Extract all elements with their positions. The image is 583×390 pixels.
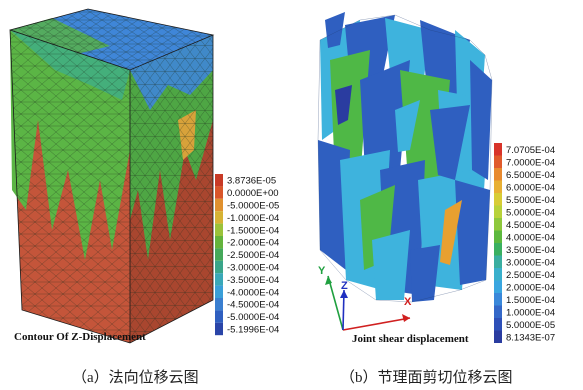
- legend-b-label: 4.0000E-04: [506, 232, 555, 243]
- legend-b-swatch: [494, 255, 502, 268]
- block-model-a: [9, 8, 215, 344]
- legend-a-swatch: [215, 322, 223, 336]
- legend-a-label: -4.0000E-04: [227, 287, 279, 298]
- legend-b-label: 2.0000E-04: [506, 282, 555, 293]
- legend-b-label: 3.0000E-04: [506, 257, 555, 268]
- legend-a-swatch: [215, 248, 223, 261]
- legend-b-label: 6.5000E-04: [506, 170, 555, 181]
- legend-a-swatch: [215, 198, 223, 212]
- legend-b-swatch: [494, 318, 502, 331]
- legend-a-label: -2.0000E-04: [227, 238, 279, 249]
- legend-a-swatch: [215, 211, 223, 224]
- legend-a-swatch: [215, 186, 223, 199]
- legend-b-swatch: [494, 193, 502, 206]
- caption-a: （a）法向位移云图: [72, 370, 199, 386]
- legend-b-label: 3.5000E-04: [506, 245, 555, 256]
- legend-b-swatch: [494, 330, 502, 343]
- legend-a-swatch: [215, 273, 223, 286]
- legend-a-swatch: [215, 223, 223, 236]
- axis-label-x: X: [404, 296, 412, 308]
- legend-z-displacement: 3.8736E-050.0000E+00 -5.0000E-05-1.0000E-…: [215, 174, 279, 336]
- legend-b-swatch: [494, 243, 502, 256]
- legend-b-swatch: [494, 218, 502, 231]
- legend-b-swatch: [494, 280, 502, 293]
- axes-triad: X Y Z: [318, 265, 412, 331]
- caption-b: （b）节理面剪切位移云图: [340, 370, 513, 386]
- legend-a-label: -4.5000E-04: [227, 300, 279, 311]
- legend-b-swatch: [494, 293, 502, 306]
- legend-b-swatch: [494, 230, 502, 243]
- legend-b-label: 5.0000E-04: [506, 207, 555, 218]
- legend-b-label: 5.5000E-04: [506, 195, 555, 206]
- legend-a-label: -1.0000E-04: [227, 213, 279, 224]
- legend-a-label: -3.5000E-04: [227, 275, 279, 286]
- legend-b-swatch: [494, 143, 502, 156]
- plot-title-b: Joint shear displacement: [352, 333, 469, 345]
- legend-b-label: 1.5000E-04: [506, 295, 555, 306]
- legend-b-swatch: [494, 180, 502, 193]
- legend-b-label: 2.5000E-04: [506, 270, 555, 281]
- legend-a-label: 3.8736E-05: [227, 176, 276, 187]
- legend-a-label: -5.0000E-04: [227, 312, 279, 323]
- legend-a-swatch: [215, 236, 223, 249]
- legend-a-label: -5.1996E-04: [227, 325, 279, 336]
- legend-a-label: -5.0000E-05: [227, 201, 279, 212]
- legend-a-swatch: [215, 260, 223, 274]
- legend-a-label: -2.5000E-04: [227, 250, 279, 261]
- legend-b-label: 6.0000E-04: [506, 182, 555, 193]
- legend-b-swatch: [494, 305, 502, 318]
- legend-b-swatch: [494, 155, 502, 168]
- legend-b-swatch: [494, 168, 502, 181]
- legend-a-label: -1.5000E-04: [227, 225, 279, 236]
- legend-joint-shear: 7.0705E-047.0000E-04 6.5000E-046.0000E-04…: [494, 143, 555, 343]
- axis-label-z: Z: [341, 280, 348, 292]
- axis-label-y: Y: [318, 265, 326, 277]
- legend-a-swatch: [215, 310, 223, 323]
- joint-model-b: [317, 12, 493, 303]
- legend-b-label: 8.1343E-07: [506, 332, 555, 343]
- legend-b-label: 5.0000E-05: [506, 320, 555, 331]
- legend-b-label: 1.0000E-04: [506, 307, 555, 318]
- legend-b-label: 4.5000E-04: [506, 220, 555, 231]
- plot-title-a: Contour Of Z-Displacement: [14, 331, 146, 343]
- legend-a-swatch: [215, 298, 223, 311]
- legend-b-label: 7.0705E-04: [506, 145, 555, 156]
- legend-b-label: 7.0000E-04: [506, 157, 555, 168]
- legend-a-label: -3.0000E-04: [227, 263, 279, 274]
- legend-a-swatch: [215, 174, 223, 187]
- legend-b-swatch: [494, 205, 502, 218]
- legend-a-label: 0.0000E+00: [227, 188, 279, 199]
- legend-a-swatch: [215, 285, 223, 298]
- legend-b-swatch: [494, 268, 502, 281]
